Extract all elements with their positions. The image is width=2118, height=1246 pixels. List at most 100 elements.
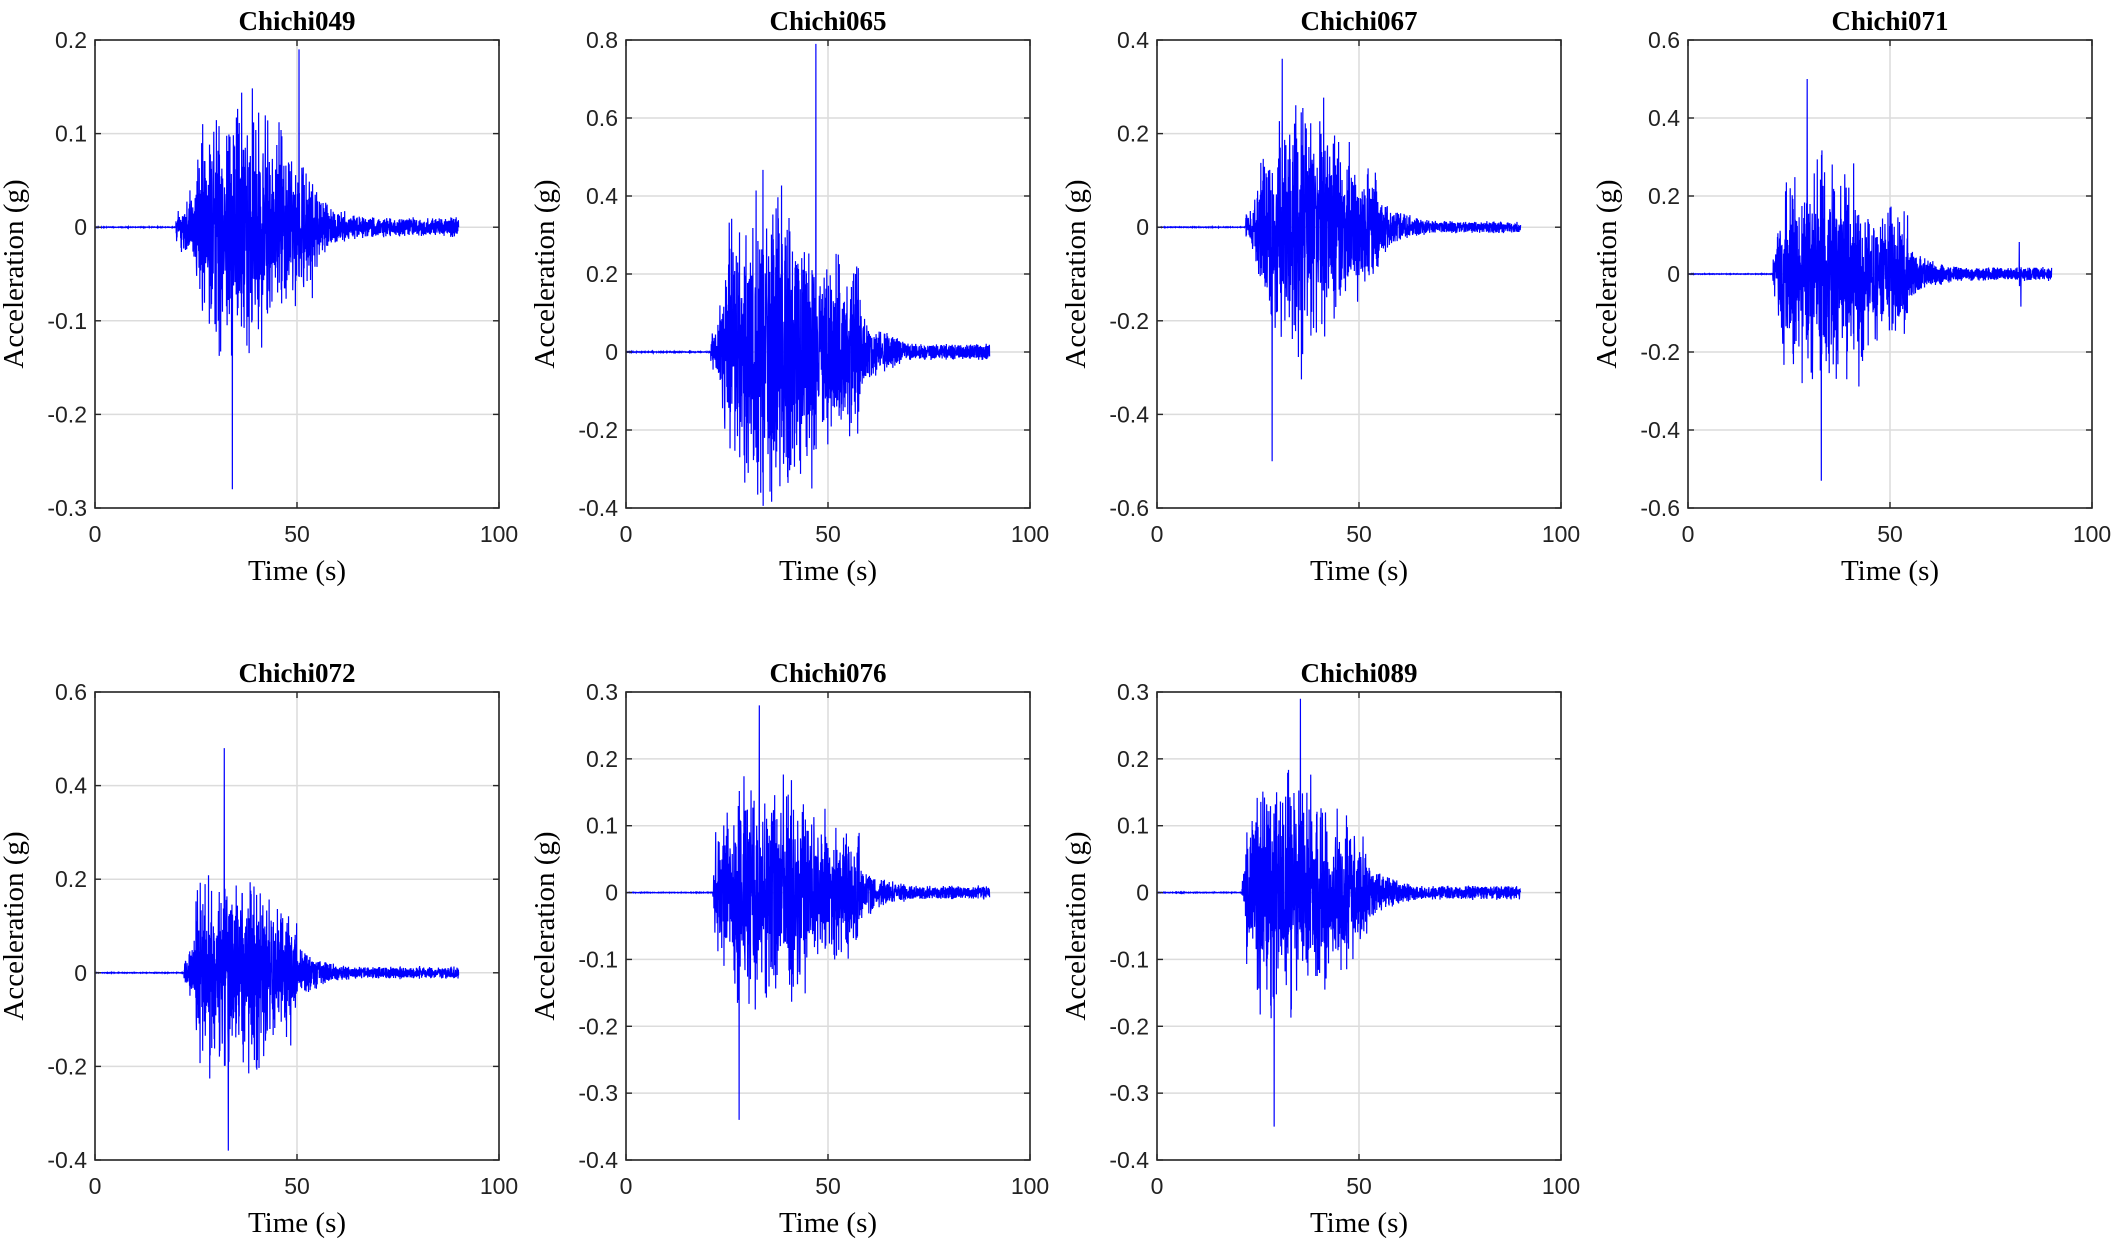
y-axis-label: Acceleration (g) [529,179,561,368]
x-axis-label: Time (s) [1841,555,1939,587]
y-axis-label: Acceleration (g) [1060,831,1092,1020]
y-tick-label: 0.3 [1117,679,1149,705]
y-tick-label: 0 [605,339,618,365]
acceleration-trace [94,748,460,1151]
y-tick-label: 0 [1136,880,1149,906]
y-tick-label: 0.6 [586,105,618,131]
subplot-title: Chichi065 [769,6,886,36]
x-axis-label: Time (s) [779,555,877,587]
y-tick-label: -0.4 [578,1147,618,1173]
y-tick-label: 0.6 [55,679,87,705]
y-tick-label: -0.3 [578,1080,618,1106]
x-axis-label: Time (s) [1310,555,1408,587]
subplot-chichi067: 0 50 100 -0.6 -0.4 -0.2 0 0.2 0.4 Chichi067 Time (… [1060,6,1580,587]
y-tick-label: 0.2 [1117,121,1149,147]
y-tick-label: 0 [74,960,87,986]
x-tick-label: 0 [1151,1173,1164,1199]
y-tick-label: 0 [1667,261,1680,287]
subplot-title: Chichi089 [1300,658,1417,688]
y-tick-label: 0.3 [586,679,618,705]
y-tick-label: -0.4 [1109,401,1149,427]
subplot-title: Chichi071 [1831,6,1948,36]
y-tick-label: 0.2 [586,746,618,772]
x-axis-label: Time (s) [779,1207,877,1239]
y-tick-label: 0.6 [1648,27,1680,53]
y-axis-label: Acceleration (g) [529,831,561,1020]
x-axis-label: Time (s) [248,555,346,587]
y-axis-label: Acceleration (g) [1060,179,1092,368]
x-tick-label: 0 [620,1173,633,1199]
y-tick-label: -0.4 [1109,1147,1149,1173]
y-tick-label: -0.4 [578,495,618,521]
y-tick-label: -0.2 [47,1053,87,1079]
y-tick-label: 0.2 [1117,746,1149,772]
subplot-chichi049: 0 50 100 -0.3 -0.2 -0.1 0 0.1 0.2 Chichi049 Time (… [0,6,518,587]
y-axis-label: Acceleration (g) [0,831,30,1020]
x-tick-label: 0 [89,1173,102,1199]
x-tick-label: 50 [1346,521,1372,547]
y-tick-label: -0.2 [1109,1013,1149,1039]
y-tick-label: 0.1 [586,813,618,839]
y-tick-label: 0.1 [55,121,87,147]
subplot-title: Chichi049 [238,6,355,36]
subplot-chichi065: 0 50 100 -0.4 -0.2 0 0.2 0.4 0.6 0.8 Chichi065 Time… [529,6,1049,587]
y-tick-label: -0.4 [1640,417,1680,443]
y-tick-label: -0.2 [578,417,618,443]
x-tick-label: 50 [1346,1173,1372,1199]
x-tick-label: 50 [815,1173,841,1199]
x-tick-label: 0 [620,521,633,547]
y-tick-label: 0 [1136,214,1149,240]
y-tick-label: -0.2 [1640,339,1680,365]
acceleration-trace [625,43,991,506]
acceleration-trace [1687,78,2053,481]
y-tick-label: 0.4 [1117,27,1149,53]
y-axis-label: Acceleration (g) [0,179,30,368]
subplot-title: Chichi067 [1300,6,1417,36]
x-tick-label: 50 [284,521,310,547]
y-tick-label: 0.8 [586,27,618,53]
y-tick-label: -0.6 [1640,495,1680,521]
y-axis-label: Acceleration (g) [1591,179,1623,368]
subplot-chichi076: 0 50 100 -0.4 -0.3 -0.2 -0.1 0 0.1 0.2 0.3 Chichi07… [529,658,1049,1239]
x-tick-label: 0 [1151,521,1164,547]
y-tick-label: 0.2 [55,866,87,892]
y-tick-label: -0.1 [578,946,618,972]
x-tick-label: 100 [480,521,518,547]
y-tick-label: 0.2 [1648,183,1680,209]
subplot-chichi071: 0 50 100 -0.6 -0.4 -0.2 0 0.2 0.4 0.6 Chichi071 Tim… [1591,6,2111,587]
y-tick-label: 0.1 [1117,813,1149,839]
y-tick-label: -0.4 [47,1147,87,1173]
y-tick-label: -0.3 [47,495,87,521]
acceleration-trace [1156,698,1522,1127]
y-tick-label: -0.2 [578,1013,618,1039]
y-tick-label: -0.6 [1109,495,1149,521]
acceleration-trace [1156,58,1522,462]
x-axis-label: Time (s) [248,1207,346,1239]
acceleration-trace [94,49,460,490]
x-tick-label: 0 [1682,521,1695,547]
y-tick-label: 0.4 [586,183,618,209]
acceleration-trace [625,705,991,1120]
y-tick-label: 0 [605,880,618,906]
x-axis-label: Time (s) [1310,1207,1408,1239]
y-tick-label: -0.1 [1109,946,1149,972]
x-tick-label: 100 [1542,1173,1580,1199]
y-tick-label: 0 [74,214,87,240]
subplot-chichi089: 0 50 100 -0.4 -0.3 -0.2 -0.1 0 0.1 0.2 0.3 Chichi08… [1060,658,1580,1239]
y-tick-label: 0.4 [1648,105,1680,131]
y-tick-label: -0.3 [1109,1080,1149,1106]
y-tick-label: -0.2 [47,401,87,427]
x-tick-label: 100 [1011,1173,1049,1199]
subplot-title: Chichi076 [769,658,886,688]
x-tick-label: 50 [1877,521,1903,547]
x-tick-label: 100 [480,1173,518,1199]
y-tick-label: 0.2 [55,27,87,53]
y-tick-label: 0.2 [586,261,618,287]
x-tick-label: 0 [89,521,102,547]
x-tick-label: 100 [2073,521,2111,547]
x-tick-label: 100 [1542,521,1580,547]
x-tick-label: 50 [284,1173,310,1199]
subplot-title: Chichi072 [238,658,355,688]
y-tick-label: -0.1 [47,308,87,334]
